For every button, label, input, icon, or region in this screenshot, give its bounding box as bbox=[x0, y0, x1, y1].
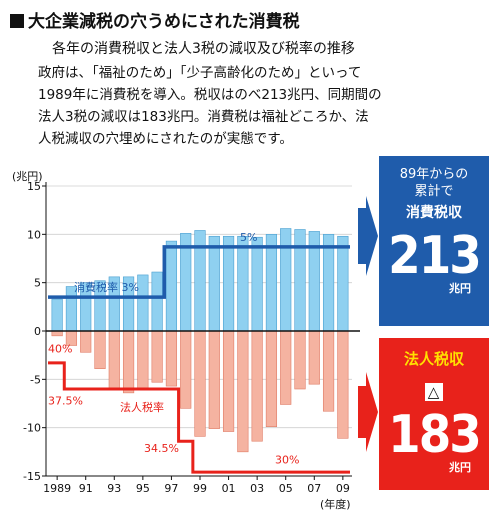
corporate-rate-label: 34.5% bbox=[144, 442, 179, 455]
corporate-tax-bar bbox=[265, 330, 278, 427]
consumption-tax-bar bbox=[208, 235, 220, 332]
corporate-tax-bar bbox=[180, 330, 192, 409]
y-tick-label: -15 bbox=[23, 470, 41, 483]
unit-label: 兆円 bbox=[449, 282, 471, 295]
description-line: 人税減収の穴埋めにされたのが実態です。 bbox=[38, 131, 293, 147]
x-tick-label: 97 bbox=[164, 482, 178, 495]
box-title: 法人税収 bbox=[403, 350, 464, 368]
corporate-tax-bar bbox=[237, 330, 249, 453]
x-axis-label: (年度) bbox=[320, 497, 351, 511]
corporate-tax-bar bbox=[108, 330, 120, 389]
blue-arrow-icon bbox=[358, 196, 378, 276]
x-tick-label: 07 bbox=[307, 482, 321, 495]
corporate-rate-label: 37.5% bbox=[48, 394, 83, 407]
x-tick-label: 93 bbox=[107, 482, 121, 495]
red-arrow-icon bbox=[358, 372, 378, 452]
corporate-tax-bar bbox=[151, 330, 163, 383]
y-tick-label: 15 bbox=[27, 180, 41, 193]
x-tick-label: 95 bbox=[136, 482, 150, 495]
consumption-tax-bar bbox=[280, 228, 292, 332]
x-tick-label: 09 bbox=[336, 482, 350, 495]
corporate-total-row: △ 183 bbox=[379, 383, 489, 463]
box-title: 消費税収 bbox=[406, 205, 462, 221]
square-bullet-icon bbox=[10, 14, 24, 28]
y-tick-label: 0 bbox=[34, 325, 41, 338]
corporate-tax-bar bbox=[80, 330, 92, 353]
consumption-tax-bar bbox=[337, 235, 349, 332]
box-caption: 89年からの bbox=[399, 167, 469, 182]
corporate-tax-decrease-bars bbox=[51, 330, 349, 453]
x-tick-label: 91 bbox=[79, 482, 93, 495]
consumption-tax-bar bbox=[137, 274, 149, 332]
page-subtitle: 各年の消費税収と法人3税の減収及び税率の推移 bbox=[52, 41, 355, 57]
corporate-tax-bar bbox=[194, 330, 206, 437]
x-tick-label: 03 bbox=[250, 482, 264, 495]
corporate-tax-bar bbox=[122, 330, 135, 394]
x-tick-label: 01 bbox=[222, 482, 236, 495]
corporate-tax-bar bbox=[280, 330, 292, 405]
summary-arrows bbox=[358, 196, 378, 452]
consumption-tax-bar bbox=[51, 298, 63, 332]
corporate-tax-total-box: 法人税収 △ 183 兆円 bbox=[379, 338, 489, 490]
chart-axes bbox=[42, 182, 360, 480]
corporate-total-value: 183 bbox=[388, 405, 482, 465]
corporate-rate-label: 30% bbox=[275, 453, 299, 466]
y-axis-label: (兆円) bbox=[12, 170, 43, 183]
triangle-icon: △ bbox=[424, 383, 443, 401]
x-tick-label: 05 bbox=[279, 482, 293, 495]
corporate-rate-series-label: 法人税率 bbox=[120, 400, 164, 414]
description-line: 法人3税の減収は183兆円。消費税は福祉どころか、法 bbox=[38, 109, 369, 125]
x-tick-label: 99 bbox=[193, 482, 207, 495]
y-tick-label: -10 bbox=[23, 422, 41, 435]
description-line: 1989年に消費税を導入。税収はのべ213兆円、同期間の bbox=[38, 87, 382, 103]
corporate-tax-bar bbox=[222, 330, 235, 432]
corporate-tax-bar bbox=[165, 330, 178, 387]
y-tick-label: 5 bbox=[34, 277, 41, 290]
tax-rate-lines bbox=[48, 245, 350, 474]
consumption-tax-bar bbox=[237, 235, 249, 332]
page-title: 大企業減税の穴うめにされた消費税 bbox=[10, 7, 300, 32]
corporate-rate-label: 40% bbox=[48, 342, 72, 355]
y-tick-label: -5 bbox=[30, 373, 41, 386]
description-text: 政府は、「福祉のため」「少子高齢化のため」といって 1989年に消費税を導入。税… bbox=[38, 62, 488, 150]
box-caption: 累計で bbox=[414, 184, 454, 199]
corporate-tax-rate-line bbox=[48, 361, 350, 474]
y-tick-label: 10 bbox=[27, 228, 41, 241]
consumption-rate-label: 5% bbox=[240, 231, 257, 244]
consumption-tax-bar bbox=[151, 271, 163, 332]
corporate-tax-bar bbox=[208, 330, 220, 429]
consumption-rate-label: 消費税率 3% bbox=[74, 280, 139, 294]
consumption-tax-bar bbox=[265, 234, 278, 332]
consumption-tax-rate-line bbox=[48, 245, 350, 299]
description-line: 政府は、「福祉のため」「少子高齢化のため」といって bbox=[38, 65, 362, 81]
corporate-tax-bar bbox=[94, 330, 106, 370]
consumption-tax-bars bbox=[51, 228, 349, 332]
consumption-tax-bar bbox=[222, 235, 235, 332]
title-text: 大企業減税の穴うめにされた消費税 bbox=[28, 12, 300, 32]
consumption-tax-bar bbox=[251, 236, 263, 332]
consumption-tax-total-box: 89年からの 累計で 消費税収 213 兆円 bbox=[379, 156, 489, 326]
consumption-tax-bar bbox=[165, 240, 178, 332]
corporate-tax-bar bbox=[322, 330, 335, 412]
unit-label: 兆円 bbox=[449, 461, 471, 474]
corporate-tax-bar bbox=[308, 330, 320, 385]
x-tick-label: 1989 bbox=[43, 482, 71, 495]
consumption-total-value: 213 bbox=[388, 226, 482, 286]
corporate-tax-bar bbox=[294, 330, 306, 390]
consumption-tax-bar bbox=[322, 234, 335, 332]
consumption-tax-bar bbox=[294, 229, 306, 332]
corporate-tax-bar bbox=[337, 330, 349, 439]
corporate-tax-bar bbox=[137, 330, 149, 391]
corporate-tax-bar bbox=[251, 330, 263, 442]
